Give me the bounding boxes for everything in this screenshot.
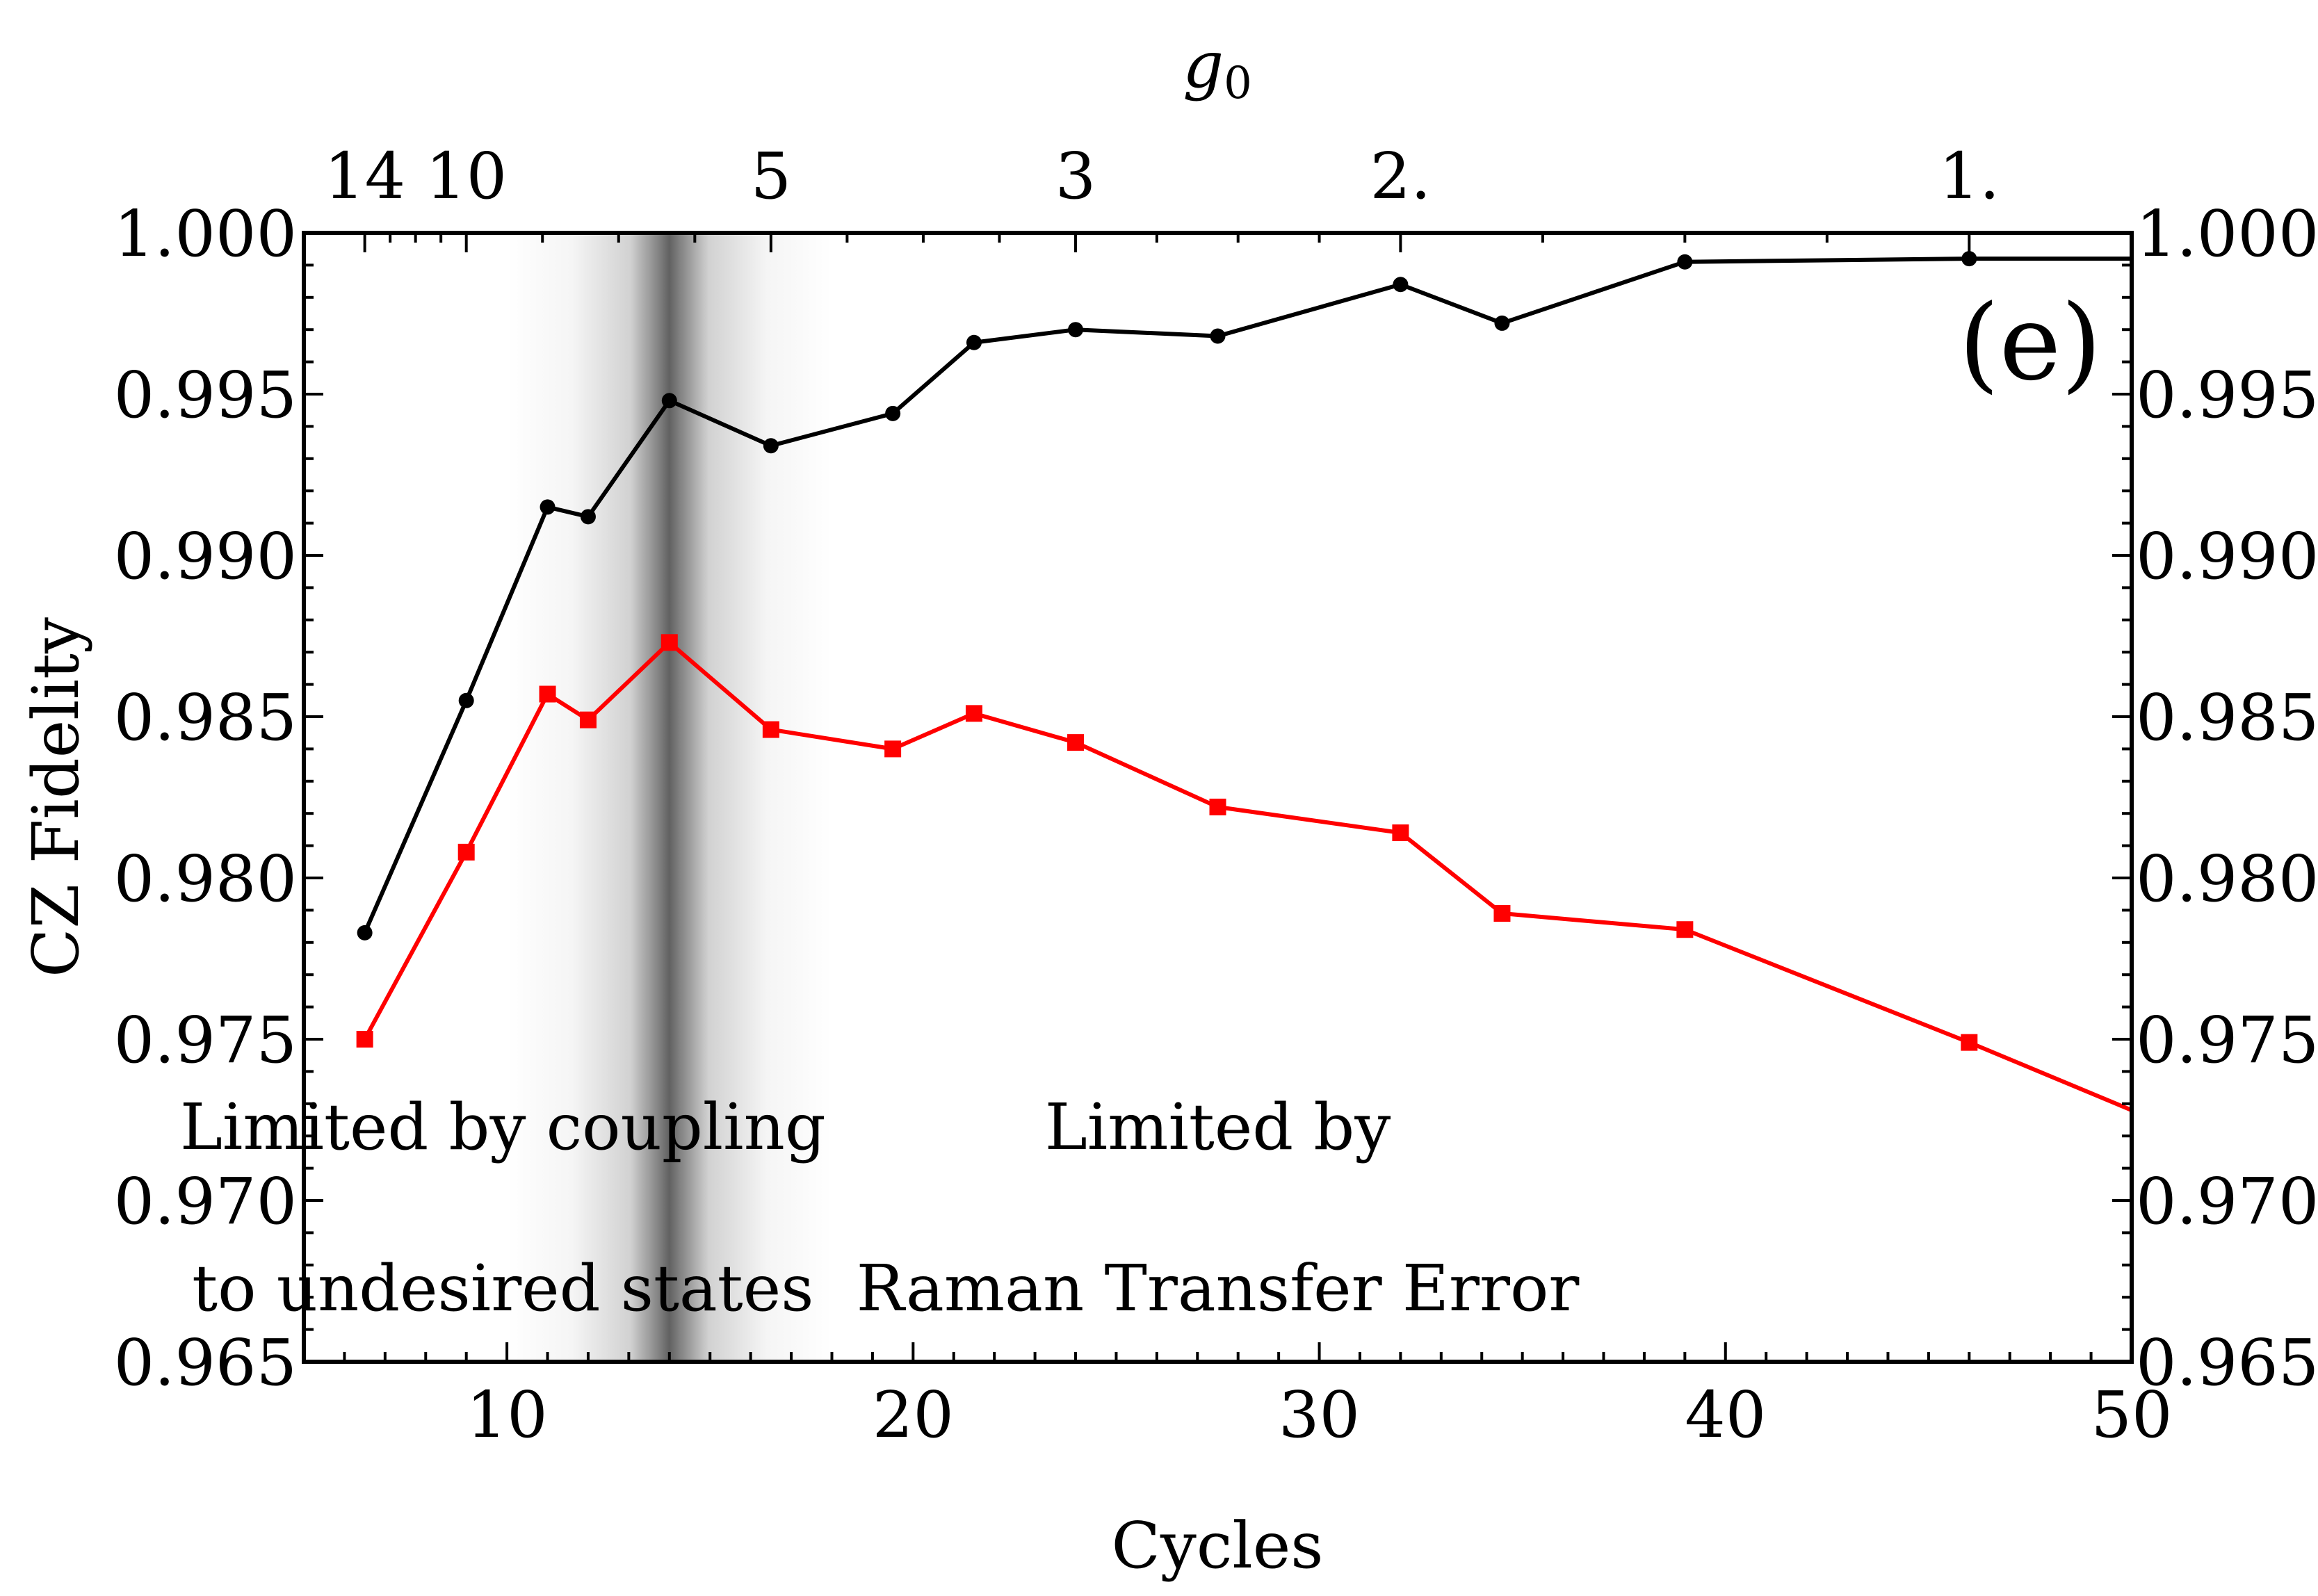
annotation-undesired-states: to undesired states [192,1251,813,1326]
data-point-black [661,393,677,409]
y-tick-label-left: 0.980 [114,842,297,916]
data-point-red [356,1031,373,1048]
y-tick-label-right: 0.975 [2136,1003,2318,1077]
top-tick-label: 1. [1938,139,2000,213]
data-point-red [1676,921,1694,938]
x-tick-label: 40 [1685,1378,1766,1452]
data-point-red [1493,905,1511,922]
top-axis-title-subscript: 0 [1224,58,1252,109]
data-point-black [885,405,901,421]
data-point-black [763,438,779,454]
data-point-black [966,334,982,350]
annotation-limited-by: Limited by [1045,1090,1391,1164]
data-point-black [458,692,474,708]
y-tick-label-left: 1.000 [114,197,297,271]
data-point-black [580,509,596,525]
panel-label: (e) [1959,283,2102,404]
shaded-transition-band [507,233,832,1362]
y-tick-label-right: 0.965 [2136,1326,2318,1400]
y-tick-label-right: 0.990 [2136,519,2318,594]
y-tick-label-left: 0.985 [114,681,297,755]
top-tick-label: 10 [425,139,507,213]
data-point-black [1393,277,1409,293]
top-tick-label: 5 [751,139,792,213]
y-tick-label-right: 0.985 [2136,681,2318,755]
data-point-red [539,685,556,703]
top-tick-label: 3 [1055,139,1096,213]
top-tick-label: 2. [1370,139,1432,213]
data-point-red [965,705,982,722]
plot-frame [302,231,2134,1364]
y-tick-label-right: 0.995 [2136,358,2318,432]
data-point-black [1494,315,1510,331]
data-point-red [884,740,902,758]
x-tick-label: 10 [467,1378,548,1452]
y-tick-label-left: 0.975 [114,1003,297,1077]
data-point-red [762,721,779,738]
y-tick-label-left: 0.965 [114,1326,297,1400]
series-layer [356,251,2132,1112]
y-tick-label-left: 0.995 [114,358,297,432]
data-point-red [1067,734,1085,751]
y-tick-label-left: 0.990 [114,519,297,594]
data-point-red [1961,1034,1978,1051]
y-tick-label-right: 0.980 [2136,842,2318,916]
x-axis-title: Cycles [1112,1508,1324,1583]
y-tick-label-left: 0.970 [114,1164,297,1239]
data-point-black [1210,328,1226,344]
data-point-red [1209,798,1226,815]
ticks-layer [302,231,2133,1363]
y-tick-label-right: 1.000 [2136,197,2318,271]
series-black [357,251,2132,940]
top-tick-label: 14 [324,139,405,213]
data-point-red [660,634,678,651]
data-point-black [357,925,373,940]
data-point-black [1677,254,1693,270]
data-point-black [540,499,556,515]
data-point-red [1392,824,1409,842]
x-tick-label: 20 [873,1378,954,1452]
annotation-limited-by-coupling: Limited by coupling [180,1090,826,1164]
top-axis-title: g0 [1183,28,1252,109]
x-tick-label: 30 [1279,1378,1360,1452]
x-tick-label: 50 [2091,1378,2172,1452]
annotation-raman-transfer-error: Raman Transfer Error [857,1251,1580,1326]
data-point-black [1068,322,1084,338]
y-tick-label-right: 0.970 [2136,1164,2318,1239]
y-axis-title: CZ Fidelity [19,617,93,977]
top-axis-title-symbol: g [1183,28,1224,102]
data-point-red [457,843,475,861]
data-point-black [1961,251,1977,267]
annotations: Limited by coupling to undesired states … [180,1090,1580,1326]
series-red [356,634,2132,1112]
data-point-red [579,711,597,728]
